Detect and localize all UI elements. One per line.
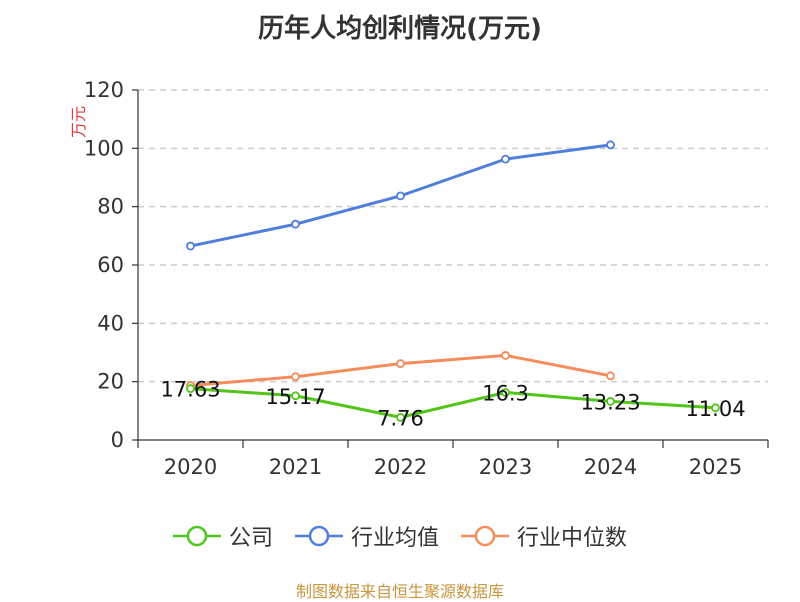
data-point: [291, 219, 300, 229]
data-point: [606, 371, 615, 381]
data-point: [396, 359, 405, 368]
x-tick-label: 2024: [584, 455, 637, 479]
y-tick-label: 80: [97, 195, 124, 219]
data-point: [501, 388, 510, 397]
data-point: [501, 351, 510, 360]
data-point: [396, 191, 405, 201]
legend: 公司 行业均值 行业中位数: [0, 520, 800, 552]
y-tick-label: 60: [97, 253, 124, 277]
legend-label: 行业均值: [350, 526, 439, 551]
legend-item[interactable]: 公司: [172, 520, 273, 552]
data-label: 17.63: [160, 378, 220, 402]
y-axis-label: 万元: [69, 106, 88, 138]
x-tick-label: 2021: [269, 455, 322, 479]
data-label: 15.17: [265, 385, 325, 409]
data-label: 7.76: [377, 406, 424, 430]
data-point: [711, 403, 720, 413]
y-tick-label: 40: [97, 311, 124, 335]
legend-label: 行业中位数: [517, 526, 628, 551]
data-point: [606, 397, 615, 406]
data-point: [501, 154, 510, 164]
x-tick-label: 2025: [689, 455, 742, 479]
axes: 0 20 40 60 80 100 120 2020 2021 2022 2023 2024 2025: [84, 78, 769, 479]
series-lines: [186, 140, 720, 422]
data-label: 16.3: [482, 381, 529, 405]
line-chart: 万元 0 20 40 60 80 100 120 2020 2021 2022 2023 2024 20…: [69, 78, 769, 479]
x-tick-label: 2020: [164, 455, 217, 479]
data-point: [606, 140, 615, 150]
x-tick-label: 2023: [479, 455, 532, 479]
data-point: [186, 384, 195, 393]
data-point: [291, 372, 300, 382]
legend-swatch: [294, 525, 343, 547]
legend-label: 公司: [228, 526, 273, 551]
data-point: [186, 241, 195, 251]
y-tick-label: 20: [97, 370, 124, 394]
legend-item[interactable]: 行业均值: [294, 520, 439, 552]
source-note: 制图数据来自恒生聚源数据库: [295, 582, 504, 601]
data-point: [396, 412, 405, 422]
legend-item[interactable]: 行业中位数: [461, 520, 627, 552]
chart-title: 历年人均创利情况(万元): [258, 14, 542, 44]
legend-swatch: [172, 525, 221, 547]
y-tick-label: 120: [84, 78, 124, 102]
data-label: 11.04: [685, 397, 745, 421]
legend-swatch: [461, 525, 509, 547]
data-point: [291, 391, 300, 401]
y-tick-label: 0: [111, 428, 124, 452]
data-labels: 17.63 15.17 7.76 16.3 13.23 11.04: [160, 378, 745, 431]
y-tick-label: 100: [84, 136, 124, 160]
series-line: [190, 387, 716, 419]
data-label: 13.23: [580, 390, 640, 414]
x-tick-label: 2022: [374, 455, 427, 479]
